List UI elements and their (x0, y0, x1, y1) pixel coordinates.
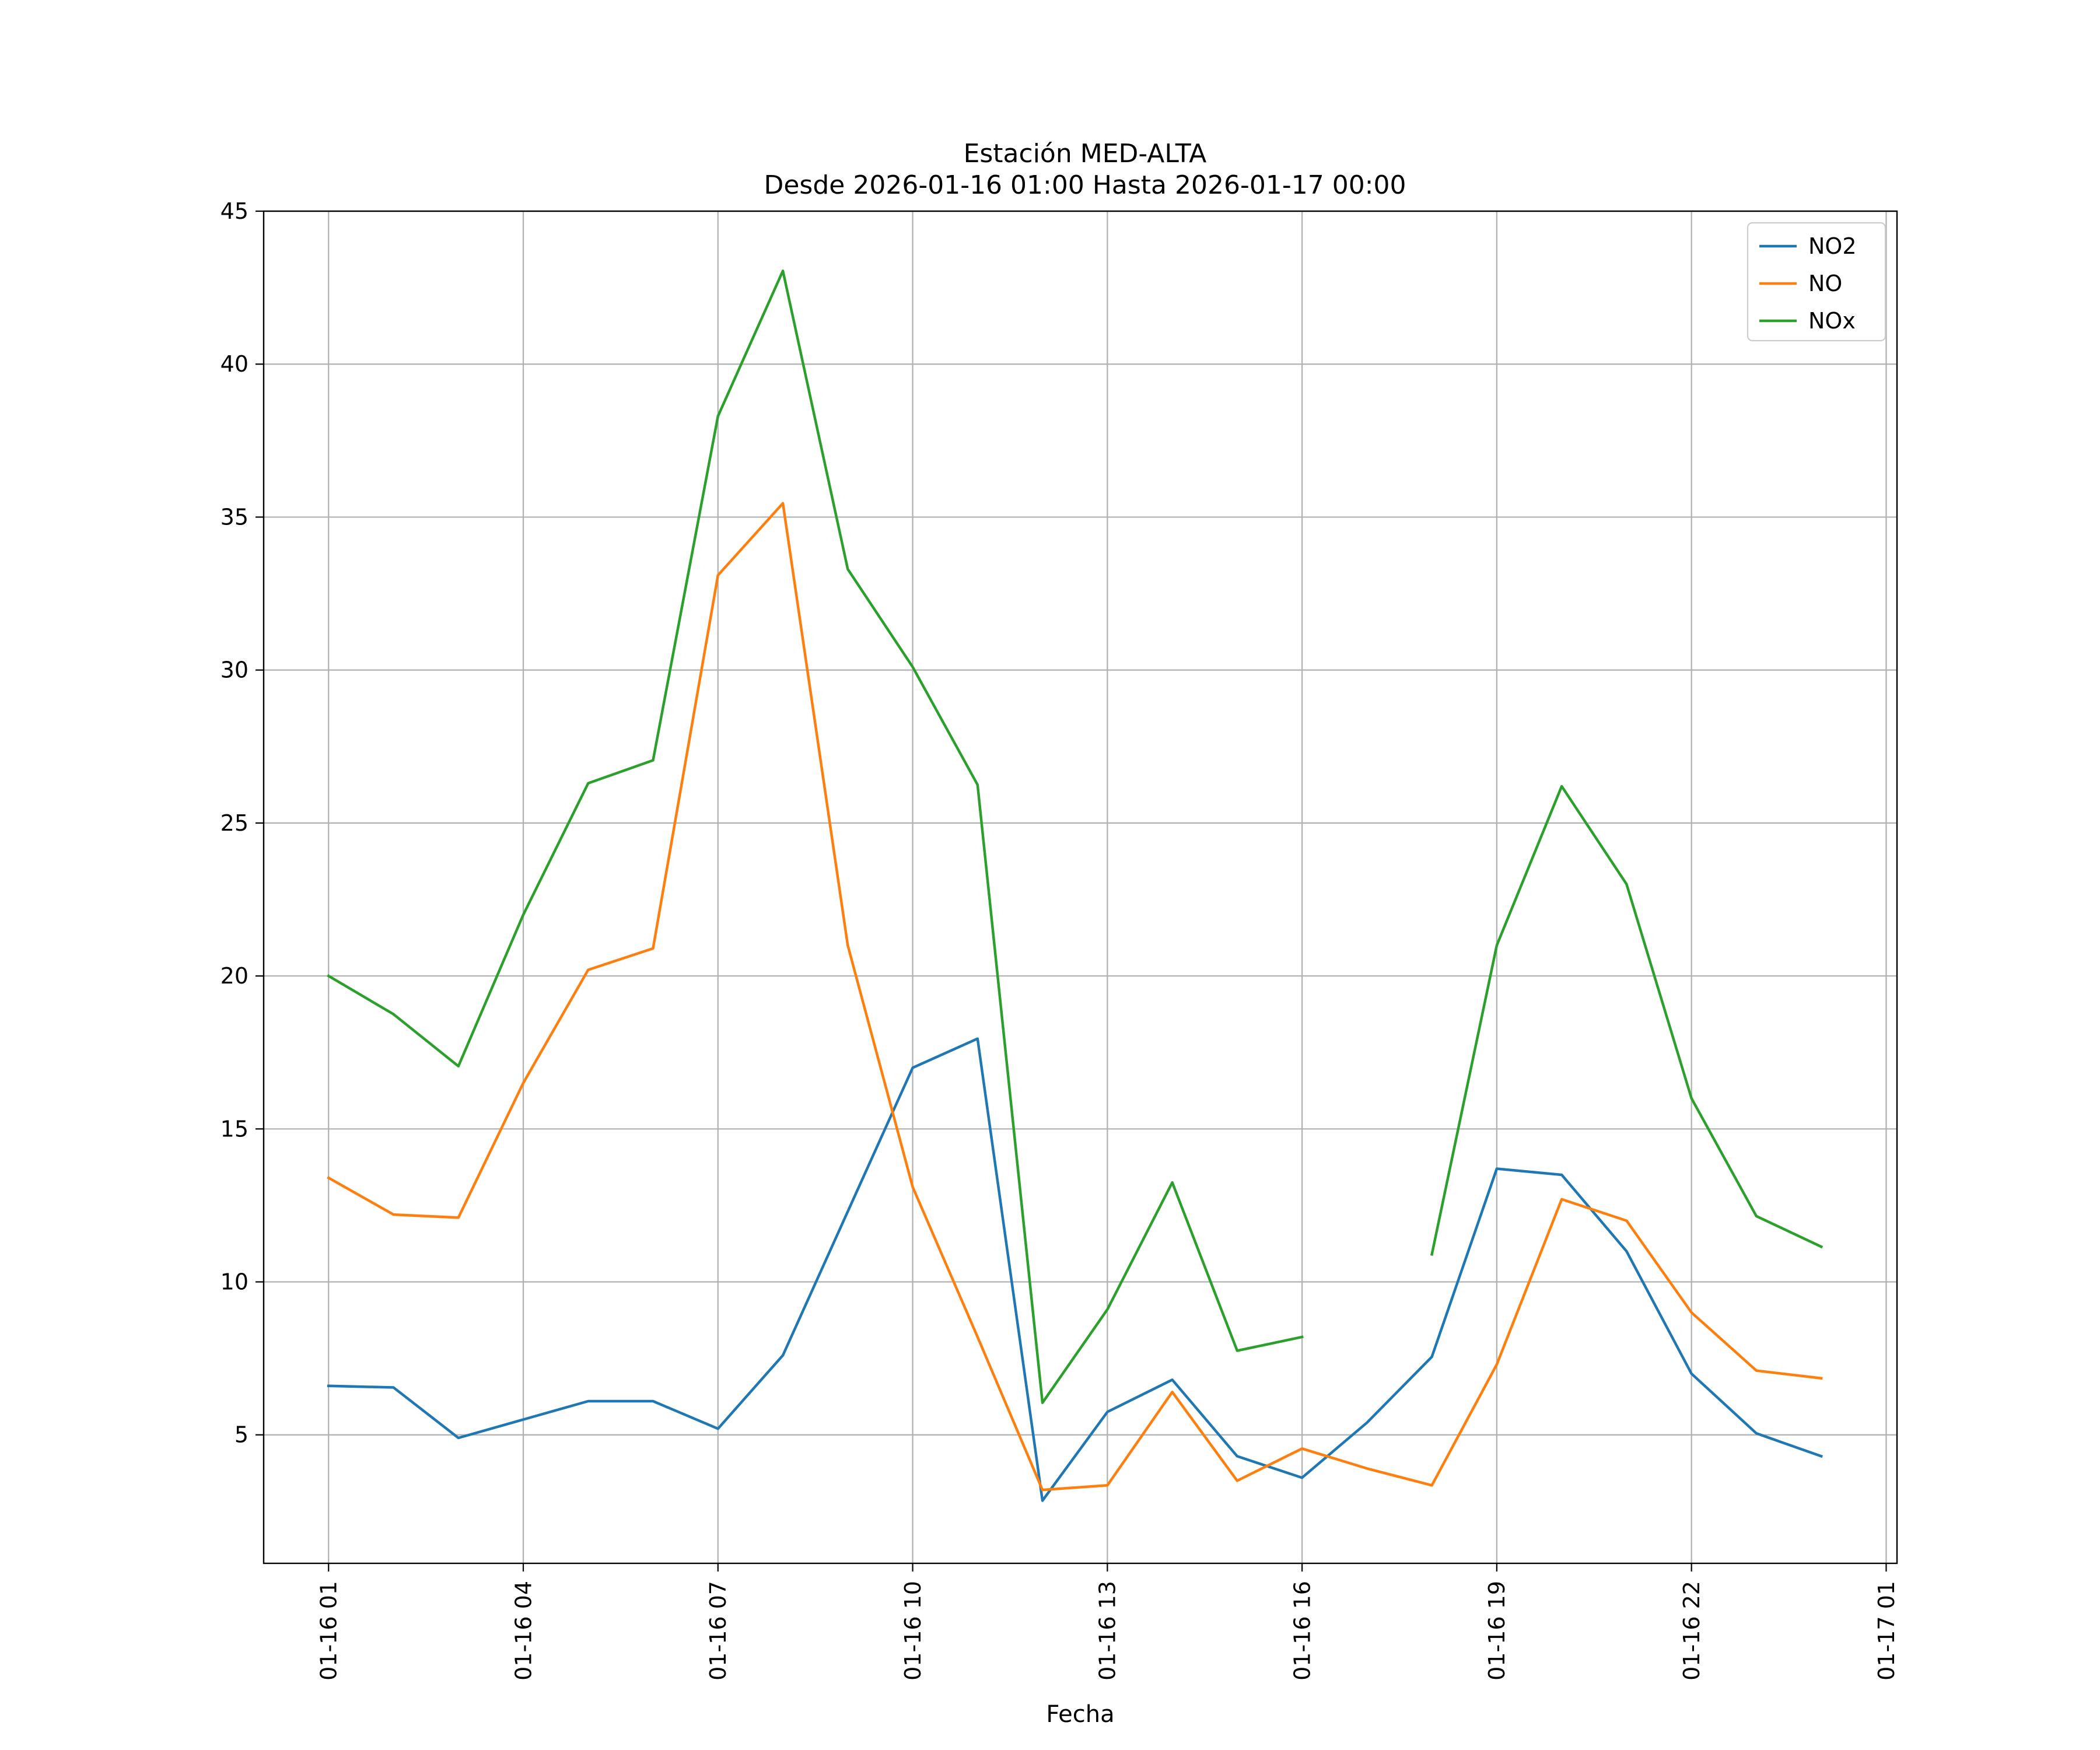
y-tick-label: 40 (220, 351, 249, 377)
y-tick-label: 35 (220, 504, 249, 530)
series-line-no (327, 502, 1823, 1492)
legend-label-nox: NOx (1808, 308, 1856, 334)
series-line-nox (327, 270, 1824, 1404)
y-tick-label: 45 (220, 198, 249, 224)
chart-title-line-1: Estación MED-ALTA (964, 139, 1207, 169)
plot-frame (262, 210, 1898, 1564)
x-tick-label: 01-16 19 (1484, 1581, 1510, 1681)
x-tick-label: 01-16 10 (900, 1581, 926, 1681)
legend: NO2 NO NOx (1746, 222, 1887, 342)
y-tick-label: 20 (220, 963, 249, 989)
x-tick-label: 01-16 13 (1095, 1581, 1121, 1681)
legend-label-no2: NO2 (1808, 233, 1857, 259)
y-tick-label: 25 (220, 810, 249, 836)
y-tick-label: 15 (220, 1116, 249, 1142)
x-tick-label: 01-16 04 (510, 1581, 536, 1681)
x-tick-label: 01-16 16 (1289, 1581, 1315, 1681)
series-line-no2 (327, 1037, 1824, 1502)
x-tick-label: 01-16 07 (705, 1581, 731, 1681)
y-tick-label: 10 (220, 1269, 249, 1295)
series-layer (327, 270, 1824, 1502)
x-tick-label: 01-16 22 (1679, 1581, 1704, 1681)
y-axis: 5 10 15 20 25 30 35 40 45 (220, 198, 264, 1448)
legend-box (1746, 222, 1887, 342)
y-tick-label: 5 (235, 1422, 249, 1448)
chart-title-line-2: Desde 2026-01-16 01:00 Hasta 2026-01-17 … (764, 170, 1406, 200)
x-axis: 01-16 01 01-16 04 01-16 07 01-16 10 01-16 13… (316, 1563, 1899, 1681)
x-axis-label: Fecha (1046, 1701, 1114, 1728)
x-tick-label: 01-17 01 (1874, 1581, 1899, 1681)
legend-label-no: NO (1808, 271, 1842, 296)
y-tick-label: 30 (220, 657, 249, 683)
x-tick-label: 01-16 01 (316, 1581, 342, 1681)
